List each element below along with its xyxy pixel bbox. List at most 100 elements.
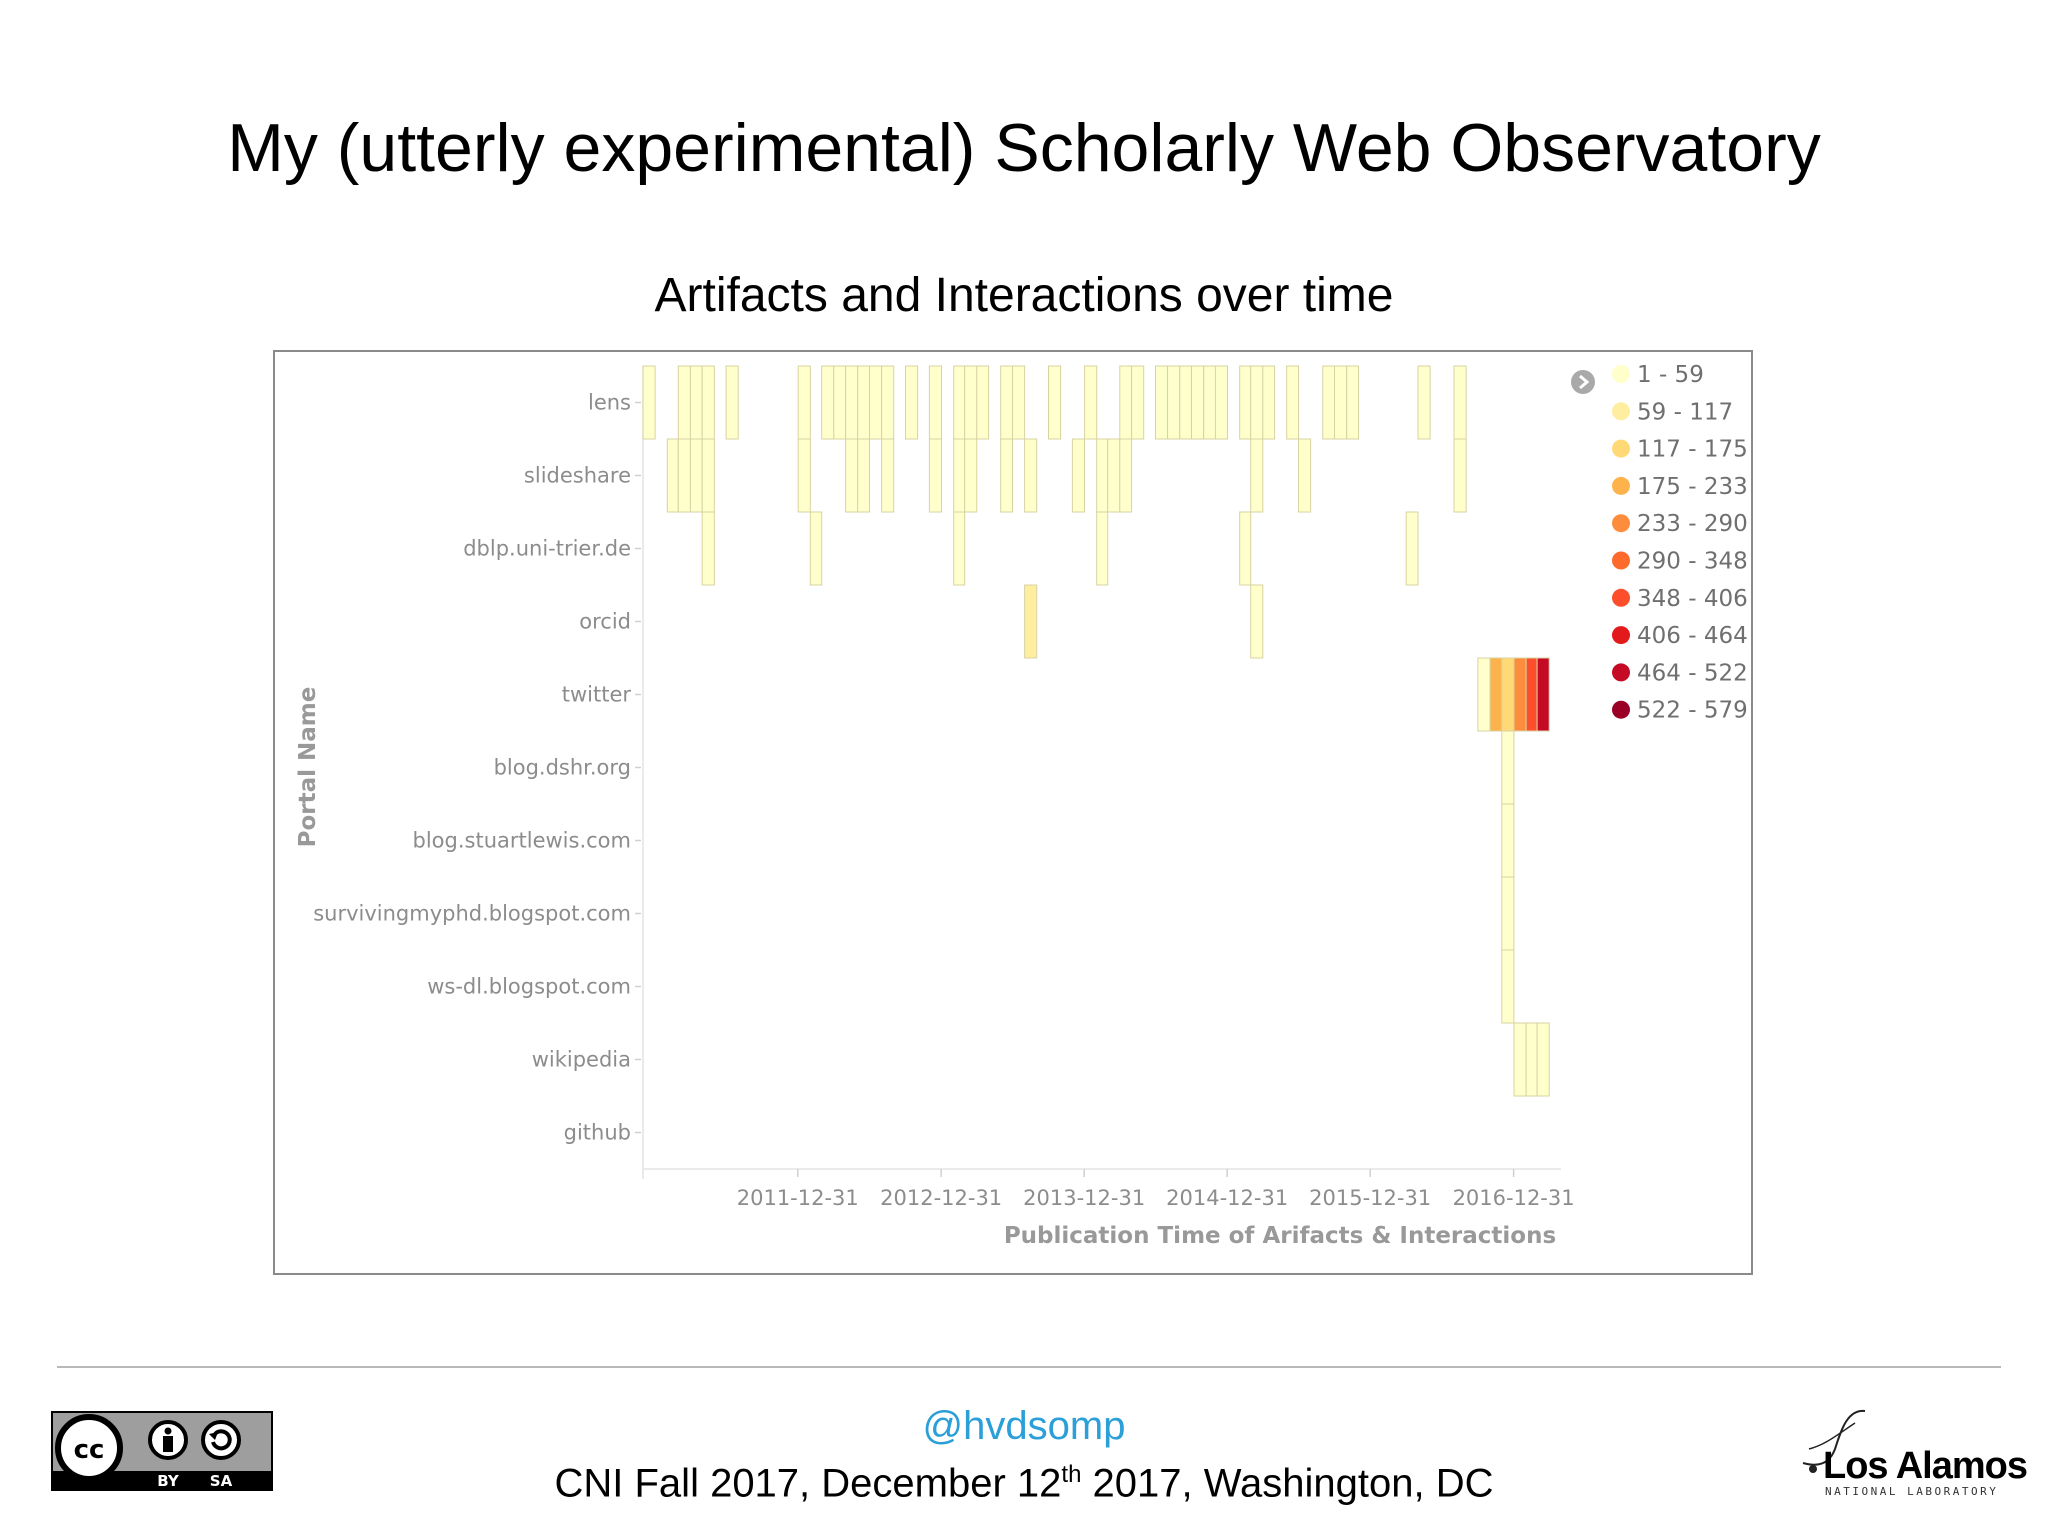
heatmap-cell[interactable]	[1191, 365, 1205, 440]
heatmap-cell[interactable]	[1513, 1022, 1527, 1097]
heatmap-cell[interactable]	[677, 438, 691, 513]
heatmap-cell[interactable]	[1024, 438, 1038, 513]
heatmap-cell[interactable]	[1489, 657, 1503, 732]
heatmap-cell[interactable]	[1298, 438, 1312, 513]
heatmap-cell[interactable]	[821, 365, 835, 440]
heatmap-cell[interactable]	[689, 365, 703, 440]
heatmap-cell[interactable]	[1286, 365, 1300, 440]
heatmap-cell[interactable]	[1501, 803, 1515, 878]
heatmap-cell[interactable]	[1477, 657, 1491, 732]
logo-subtext: NATIONAL LABORATORY	[1825, 1485, 1998, 1498]
heatmap-cell[interactable]	[642, 365, 656, 440]
heatmap-cell[interactable]	[1119, 438, 1133, 513]
heatmap-cell[interactable]	[928, 365, 943, 440]
heatmap-cell[interactable]	[1334, 365, 1348, 440]
heatmap-cell[interactable]	[1167, 365, 1181, 440]
heatmap-cell[interactable]	[857, 438, 871, 513]
heatmap-cell[interactable]	[1119, 365, 1133, 440]
heatmap-cell[interactable]	[1405, 511, 1419, 586]
heatmap-cell[interactable]	[1346, 365, 1359, 440]
heatmap-cell[interactable]	[1262, 365, 1276, 440]
x-tick-label: 2012-12-31	[880, 1186, 1002, 1210]
heatmap-cell[interactable]	[1239, 365, 1252, 440]
heatmap-cell[interactable]	[1000, 365, 1014, 440]
heatmap-cell[interactable]	[1107, 438, 1121, 513]
heatmap-cell[interactable]	[701, 438, 715, 513]
heatmap-cell[interactable]	[1525, 1022, 1538, 1097]
y-tick-label: blog.dshr.org	[494, 756, 631, 780]
heatmap-cell[interactable]	[1084, 365, 1098, 440]
heatmap-cell[interactable]	[1250, 365, 1264, 440]
heatmap-cell[interactable]	[1131, 365, 1145, 440]
heatmap-cell[interactable]	[1096, 511, 1109, 586]
heatmap-cell[interactable]	[1453, 365, 1467, 440]
heatmap-cell[interactable]	[1453, 438, 1467, 513]
heatmap-cell[interactable]	[953, 438, 966, 513]
heatmap-cell[interactable]	[1417, 365, 1431, 440]
heatmap-cell[interactable]	[869, 365, 883, 440]
event-text-part2: 2017, Washington, DC	[1081, 1461, 1494, 1506]
heatmap-cell[interactable]	[953, 365, 966, 440]
heatmap-cell[interactable]	[1501, 657, 1515, 732]
heatmap-cell[interactable]	[881, 365, 895, 440]
heatmap-cell[interactable]	[1501, 876, 1515, 951]
heatmap-cell[interactable]	[1250, 584, 1264, 659]
heatmap-cell[interactable]	[1000, 438, 1014, 513]
y-tick-label: blog.stuartlewis.com	[413, 829, 631, 853]
heatmap-cell[interactable]	[1155, 365, 1169, 440]
heatmap-cell[interactable]	[689, 438, 703, 513]
heatmap-cell[interactable]	[1024, 584, 1038, 659]
heatmap-cell[interactable]	[964, 438, 978, 513]
heatmap-cell[interactable]	[1322, 365, 1336, 440]
legend-swatch	[1612, 402, 1630, 421]
heatmap-cell[interactable]	[1071, 438, 1086, 513]
y-tick-label: ws-dl.blogspot.com	[427, 975, 631, 999]
x-tick-label: 2011-12-31	[737, 1186, 859, 1210]
heatmap-cell[interactable]	[1239, 511, 1252, 586]
heatmap-cell[interactable]	[677, 365, 691, 440]
heatmap-cell[interactable]	[1536, 657, 1550, 732]
heatmap-cell[interactable]	[964, 365, 978, 440]
heatmap-cell[interactable]	[833, 365, 847, 440]
legend-swatch	[1612, 588, 1630, 607]
heatmap-cell[interactable]	[666, 438, 679, 513]
heatmap-cell[interactable]	[1501, 949, 1515, 1024]
heatmap-cell[interactable]	[1525, 657, 1538, 732]
heatmap-cell[interactable]	[1203, 365, 1217, 440]
legend-swatch	[1612, 700, 1630, 719]
heatmap-cell[interactable]	[1536, 1022, 1550, 1097]
logo-wordmark: Los Alamos	[1823, 1445, 2027, 1487]
x-tick-label: 2013-12-31	[1023, 1186, 1145, 1210]
heatmap-cell[interactable]	[1012, 365, 1026, 440]
heatmap-cell[interactable]	[881, 438, 895, 513]
heatmap-cell[interactable]	[701, 511, 715, 586]
legend-label: 1 - 59	[1637, 362, 1704, 388]
legend-swatch	[1612, 514, 1630, 533]
heatmap-cell[interactable]	[845, 365, 859, 440]
heatmap-cell[interactable]	[797, 365, 811, 440]
heatmap-cell[interactable]	[857, 365, 871, 440]
heatmap-cell[interactable]	[905, 365, 919, 440]
heatmap-cell[interactable]	[1179, 365, 1193, 440]
legend-swatch	[1612, 551, 1630, 570]
heatmap-cell[interactable]	[1250, 438, 1264, 513]
heatmap-cell[interactable]	[928, 438, 943, 513]
heatmap-cell[interactable]	[701, 365, 715, 440]
legend-toggle-icon[interactable]	[1571, 370, 1595, 394]
legend-swatch	[1612, 476, 1630, 495]
heatmap-cell[interactable]	[845, 438, 859, 513]
heatmap-cell[interactable]	[809, 511, 823, 586]
legend-label: 290 - 348	[1637, 549, 1748, 575]
heatmap-cell[interactable]	[1096, 438, 1109, 513]
share-alike-icon	[201, 1420, 241, 1460]
heatmap-cell[interactable]	[1214, 365, 1229, 440]
x-tick-label: 2016-12-31	[1453, 1186, 1575, 1210]
heatmap-cell[interactable]	[725, 365, 739, 440]
color-legend: 1 - 59 59 - 117 117 - 175 175 - 233 233 - 29…	[1612, 362, 1748, 724]
heatmap-cell[interactable]	[976, 365, 990, 440]
heatmap-cell[interactable]	[1048, 365, 1062, 440]
heatmap-cell[interactable]	[953, 511, 966, 586]
heatmap-cell[interactable]	[1513, 657, 1527, 732]
heatmap-cell[interactable]	[797, 438, 811, 513]
heatmap-cell[interactable]	[1501, 730, 1515, 805]
